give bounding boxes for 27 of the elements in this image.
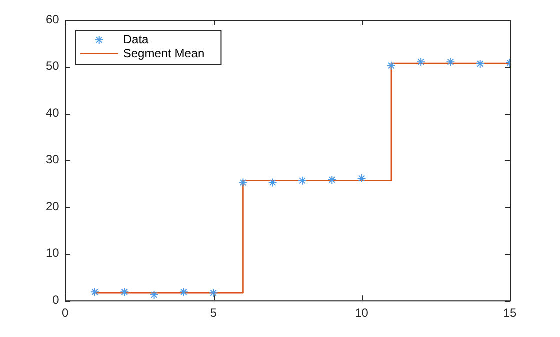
point: [476, 59, 485, 68]
point: [357, 174, 366, 184]
point: [446, 58, 456, 67]
y-tick-label: 10: [46, 246, 60, 260]
point: [416, 58, 426, 67]
x-tick-label: 15: [503, 306, 517, 320]
legend-label: Segment Mean: [123, 46, 205, 60]
legend-label: Data: [123, 32, 150, 46]
point: [90, 288, 100, 297]
point: [209, 288, 218, 298]
y-tick-label: 40: [46, 106, 60, 120]
point: [179, 288, 188, 297]
point: [150, 290, 159, 300]
x-tick-label: 0: [62, 306, 70, 320]
y-tick-label: 30: [46, 152, 60, 167]
y-tick-label: 60: [46, 12, 60, 26]
point: [328, 175, 337, 184]
point: [268, 178, 278, 188]
x-tick-label: 10: [355, 306, 369, 320]
y-tick-label: 20: [46, 199, 60, 214]
point: [120, 288, 130, 297]
y-tick-label: 50: [46, 59, 60, 74]
point: [298, 176, 307, 186]
x-tick-label: 5: [210, 306, 218, 320]
point: [238, 178, 248, 188]
point: [386, 61, 396, 70]
y-tick-label: 0: [52, 292, 60, 307]
